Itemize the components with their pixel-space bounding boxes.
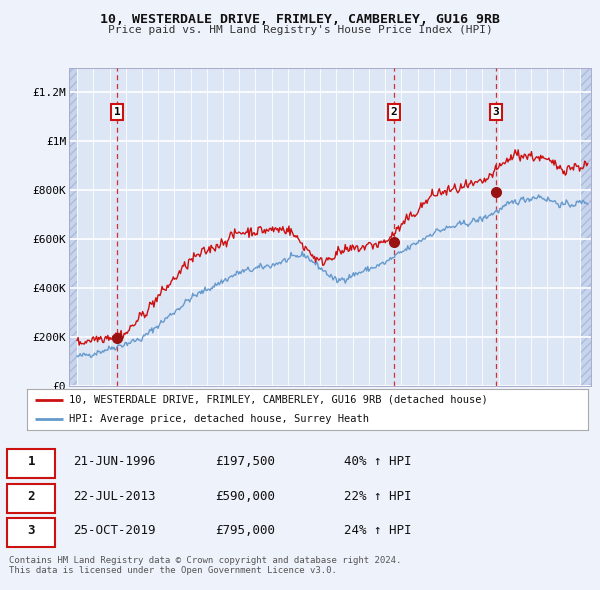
Text: £795,000: £795,000 <box>215 525 275 537</box>
Bar <box>580 68 591 386</box>
Text: 3: 3 <box>493 107 499 117</box>
Text: HPI: Average price, detached house, Surrey Heath: HPI: Average price, detached house, Surr… <box>69 414 369 424</box>
Text: £590,000: £590,000 <box>215 490 275 503</box>
Text: Price paid vs. HM Land Registry's House Price Index (HPI): Price paid vs. HM Land Registry's House … <box>107 25 493 35</box>
FancyBboxPatch shape <box>7 484 55 513</box>
Text: Contains HM Land Registry data © Crown copyright and database right 2024.
This d: Contains HM Land Registry data © Crown c… <box>9 556 401 575</box>
Text: 3: 3 <box>28 525 35 537</box>
FancyBboxPatch shape <box>7 518 55 547</box>
Text: 22-JUL-2013: 22-JUL-2013 <box>74 490 156 503</box>
Text: 22% ↑ HPI: 22% ↑ HPI <box>344 490 412 503</box>
Text: 10, WESTERDALE DRIVE, FRIMLEY, CAMBERLEY, GU16 9RB (detached house): 10, WESTERDALE DRIVE, FRIMLEY, CAMBERLEY… <box>69 395 488 405</box>
Text: 40% ↑ HPI: 40% ↑ HPI <box>344 455 412 468</box>
Text: £197,500: £197,500 <box>215 455 275 468</box>
FancyBboxPatch shape <box>7 449 55 478</box>
Text: 2: 2 <box>391 107 397 117</box>
Text: 1: 1 <box>114 107 121 117</box>
Text: 1: 1 <box>28 455 35 468</box>
Bar <box>69 68 77 386</box>
Text: 2: 2 <box>28 490 35 503</box>
Text: 21-JUN-1996: 21-JUN-1996 <box>74 455 156 468</box>
Text: 25-OCT-2019: 25-OCT-2019 <box>74 525 156 537</box>
Text: 24% ↑ HPI: 24% ↑ HPI <box>344 525 412 537</box>
Text: 10, WESTERDALE DRIVE, FRIMLEY, CAMBERLEY, GU16 9RB: 10, WESTERDALE DRIVE, FRIMLEY, CAMBERLEY… <box>100 13 500 26</box>
